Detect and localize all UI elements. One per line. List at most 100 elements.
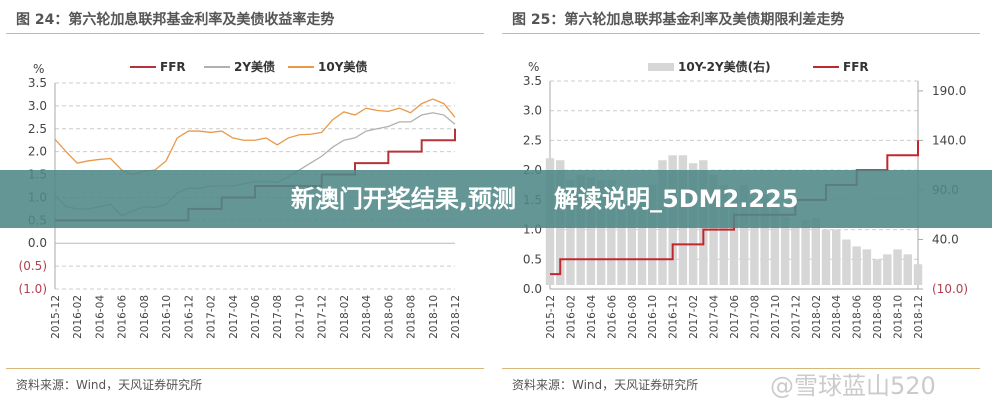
x-tick-label: 2016-02: [72, 295, 84, 339]
spread-bar: [770, 202, 780, 285]
legend-label: FFR: [843, 60, 869, 74]
y-tick-label: 3.0: [523, 104, 542, 118]
y-tick-label: 2.0: [28, 145, 47, 159]
x-tick-label: 2017-12: [790, 295, 802, 339]
x-tick-label: 2018-06: [383, 295, 395, 339]
spread-bar: [903, 254, 913, 285]
y-tick-label: 3.5: [523, 74, 542, 88]
y-axis-unit: %: [528, 60, 539, 74]
x-tick-label: 2017-06: [250, 295, 262, 339]
overlay-banner-text-part: 新澳门开奖结果,预测: [290, 185, 516, 213]
watermark: @雪球蓝山520: [770, 372, 936, 400]
legend-label: 10Y-2Y美债(右): [678, 59, 771, 74]
y-tick-label: 2.5: [28, 122, 47, 136]
spread-bar: [729, 189, 739, 285]
spread-bar: [842, 239, 851, 285]
y-tick-label: 3.0: [28, 99, 47, 113]
x-tick-label: 2016-10: [647, 295, 659, 339]
y-axis-unit: %: [33, 62, 44, 76]
x-tick-label: 2016-08: [139, 295, 151, 339]
x-tick-label: 2015-12: [545, 295, 557, 339]
spread-bar: [852, 246, 861, 285]
legend-label: 2Y美债: [234, 59, 275, 74]
x-tick-label: 2016-04: [586, 295, 598, 339]
y-tick-label: (1.0): [19, 282, 47, 296]
spread-bar: [821, 229, 831, 285]
x-tick-label: 2016-02: [565, 295, 577, 339]
y2-tick-label: (10.0): [932, 282, 968, 296]
x-tick-label: 2017-02: [688, 295, 700, 339]
spread-bar: [862, 249, 872, 285]
legend-label: 10Y美债: [318, 59, 367, 74]
x-tick-label: 2018-10: [893, 295, 905, 339]
legend-label: FFR: [160, 60, 186, 74]
source-note: 资料来源：Wind，天风证券研究所: [512, 378, 699, 392]
x-tick-label: 2017-10: [770, 295, 782, 339]
x-tick-label: 2017-06: [729, 295, 741, 339]
x-tick-label: 2018-08: [406, 295, 418, 339]
spread-bar: [872, 259, 882, 285]
x-tick-label: 2017-12: [317, 295, 329, 339]
spread-bar: [831, 229, 841, 285]
spread-bar: [750, 197, 759, 285]
x-tick-label: 2016-04: [94, 295, 106, 339]
spread-bar: [586, 177, 596, 285]
x-tick-label: 2017-04: [228, 295, 240, 339]
divider: [6, 33, 484, 34]
y-tick-label: 2.5: [523, 133, 542, 147]
overlay-banner-text-part: 解读说明_5DM2.225: [554, 185, 799, 213]
x-tick-label: 2017-04: [709, 295, 721, 339]
spread-bar: [647, 185, 657, 285]
spread-bar: [760, 194, 769, 285]
x-tick-label: 2018-02: [811, 295, 823, 339]
series-line-10Y美债: [54, 98, 456, 176]
spread-bar: [780, 216, 790, 285]
spread-bar: [607, 180, 616, 285]
source-note: 资料来源：Wind，天风证券研究所: [16, 378, 203, 392]
spread-bar: [596, 180, 606, 285]
spread-bar: [617, 199, 626, 285]
x-tick-label: 2017-08: [272, 295, 284, 339]
x-tick-label: 2016-12: [668, 295, 680, 339]
spread-bar: [627, 202, 637, 285]
x-tick-label: 2018-10: [428, 295, 440, 339]
x-tick-label: 2018-12: [450, 295, 462, 339]
x-tick-label: 2016-12: [183, 295, 195, 339]
spread-bar: [637, 197, 647, 285]
x-tick-label: 2018-04: [831, 295, 843, 339]
x-tick-label: 2018-06: [852, 295, 864, 339]
chart-title: 图 24：第六轮加息联邦基金利率及美债收益率走势: [16, 12, 335, 28]
x-tick-label: 2016-08: [627, 295, 639, 339]
spread-bar: [913, 264, 923, 285]
y2-tick-label: 140.0: [932, 133, 966, 147]
x-tick-label: 2016-10: [161, 295, 173, 339]
spread-bar: [739, 185, 749, 285]
x-tick-label: 2016-06: [117, 295, 129, 339]
y2-tick-label: 190.0: [932, 84, 966, 98]
y-tick-label: 0.0: [28, 236, 47, 250]
x-tick-label: 2017-02: [206, 295, 218, 339]
y-tick-label: (0.5): [19, 259, 47, 273]
divider: [502, 33, 980, 34]
spread-bar: [801, 219, 810, 285]
x-tick-label: 2017-08: [749, 295, 761, 339]
x-tick-label: 2018-12: [913, 295, 925, 339]
x-tick-label: 2018-02: [339, 295, 351, 339]
x-tick-label: 2015-12: [50, 295, 62, 339]
spread-bar: [893, 249, 902, 285]
chart-title: 图 25：第六轮加息联邦基金利率及美债期限利差走势: [512, 12, 845, 28]
spread-bar: [811, 217, 821, 285]
spread-bar: [576, 175, 585, 285]
legend-swatch: [648, 63, 674, 71]
divider: [502, 368, 980, 369]
overlay-banner: 新澳门开奖结果,预测 解读说明_5DM2.225: [0, 170, 992, 228]
spread-bar: [719, 185, 729, 285]
spread-bar: [791, 227, 800, 285]
x-tick-label: 2018-04: [361, 295, 373, 339]
divider: [6, 368, 484, 369]
overlay-banner-text: 新澳门开奖结果,预测 解读说明_5DM2.225: [0, 170, 992, 228]
x-tick-label: 2018-08: [872, 295, 884, 339]
spread-bar: [566, 180, 575, 285]
spread-bar: [883, 254, 892, 285]
x-tick-label: 2017-10: [294, 295, 306, 339]
